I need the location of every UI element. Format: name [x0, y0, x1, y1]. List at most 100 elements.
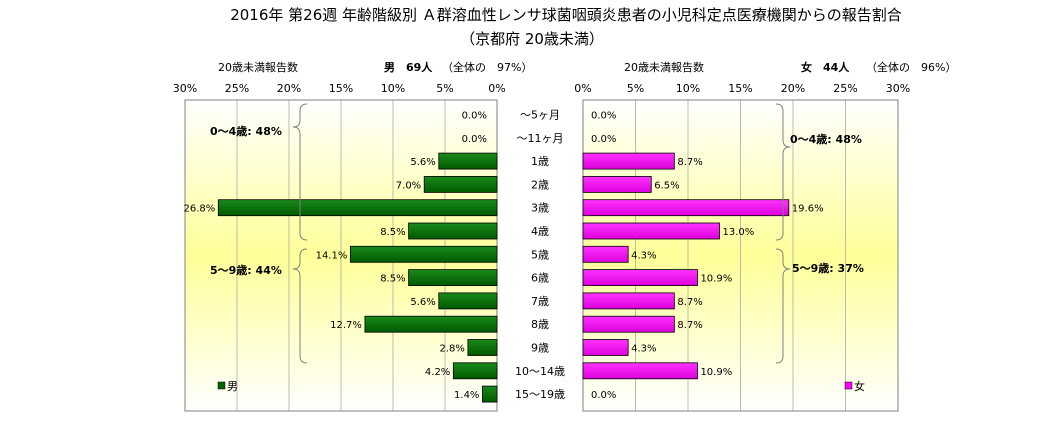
male-bar [452, 362, 498, 380]
male-bar [423, 175, 498, 193]
female-tick-label: 0% [574, 82, 591, 95]
male-value-labels: 0.0% 0.0% 5.6% 7.0% 26.8% 8.5% 14.1% 8.5% 5.6% 12… [183, 111, 487, 402]
category-label: 2歳 [531, 178, 549, 191]
female-legend-swatch [844, 381, 853, 390]
female-brace-5-9 [775, 248, 791, 364]
female-bars [582, 152, 790, 380]
male-bar [467, 339, 498, 356]
male-group-0-4: 0～4歳: 48% [210, 124, 282, 138]
female-bar [582, 199, 790, 217]
chart-subtitle: （京都府 20歳未満） [460, 30, 604, 48]
male-sex-count: 男 69人 [384, 60, 433, 74]
male-value-label: 4.2% [425, 367, 450, 378]
category-label: 5歳 [531, 248, 549, 261]
female-bar [582, 152, 675, 170]
female-tick-label: 10% [676, 82, 700, 95]
male-bar [438, 152, 498, 170]
male-legend-swatch [217, 381, 226, 390]
category-label: 9歳 [531, 342, 549, 355]
female-value-label: 10.9% [700, 274, 732, 285]
male-value-label: 0.0% [462, 111, 487, 122]
male-value-label: 0.0% [462, 134, 487, 145]
male-bar [217, 199, 498, 217]
male-value-label: 12.7% [330, 320, 362, 331]
category-label: ～5ヶ月 [520, 109, 560, 122]
female-bar [582, 222, 720, 240]
female-value-label: 13.0% [723, 227, 755, 238]
male-bar [408, 269, 498, 287]
female-group-5-9: 5～9歳: 37% [792, 261, 864, 275]
male-brace-5-9 [292, 248, 308, 364]
female-tick-label: 25% [833, 82, 857, 95]
male-tick-label: 25% [225, 82, 249, 95]
male-share: （全体の 97%） [442, 60, 532, 74]
male-value-label: 14.1% [316, 250, 348, 261]
female-value-labels: 0.0% 0.0% 8.7% 6.5% 19.6% 13.0% 4.3% 10.9% 8.7% 8… [591, 111, 824, 402]
male-tick-label: 20% [277, 82, 301, 95]
female-value-label: 8.7% [677, 297, 702, 308]
female-share: （全体の 96%） [866, 60, 956, 74]
male-value-label: 7.0% [396, 180, 421, 191]
male-bar [408, 222, 498, 240]
female-value-label: 4.3% [631, 344, 656, 355]
male-value-label: 8.5% [380, 274, 405, 285]
female-bar [582, 269, 698, 287]
female-bar [582, 175, 652, 193]
category-label: 1歳 [531, 155, 549, 168]
category-label: 15～19歳 [515, 388, 565, 401]
male-value-label: 1.4% [454, 390, 479, 401]
female-bar [582, 362, 698, 380]
female-axis-ticks: 0% 5% 10% 15% 20% 25% 30% [574, 82, 910, 95]
female-tick-label: 30% [886, 82, 910, 95]
male-tick-label: 15% [329, 82, 353, 95]
female-bar [582, 292, 675, 310]
male-bars [217, 152, 498, 403]
female-count-label: 20歳未満報告数 [624, 61, 704, 74]
category-label: 6歳 [531, 272, 549, 285]
female-value-label: 10.9% [700, 367, 732, 378]
female-tick-label: 20% [781, 82, 805, 95]
female-value-label: 8.7% [677, 157, 702, 168]
female-value-label: 4.3% [631, 250, 656, 261]
male-tick-label: 10% [381, 82, 405, 95]
male-brace-0-4 [292, 103, 308, 241]
male-group-5-9: 5～9歳: 44% [210, 263, 282, 277]
male-value-label: 26.8% [183, 204, 215, 215]
male-value-label: 5.6% [410, 157, 435, 168]
male-tick-label: 0% [488, 82, 505, 95]
male-axis-ticks: 0% 5% 10% 15% 20% 25% 30% [173, 82, 506, 95]
male-count-label: 20歳未満報告数 [218, 61, 298, 74]
female-value-label: 6.5% [654, 180, 679, 191]
female-value-label: 0.0% [591, 134, 616, 145]
female-value-label: 0.0% [591, 390, 616, 401]
male-bar [364, 315, 498, 333]
male-legend-label: 男 [227, 380, 238, 393]
female-value-label: 19.6% [792, 204, 824, 215]
male-value-label: 2.8% [439, 344, 464, 355]
female-value-label: 8.7% [677, 320, 702, 331]
male-tick-label: 30% [173, 82, 197, 95]
category-label: 4歳 [531, 225, 549, 238]
male-tick-label: 5% [436, 82, 453, 95]
chart-title: 2016年 第26週 年齢階級別 Ａ群溶血性レンサ球菌咽頭炎患者の小児科定点医療… [230, 6, 902, 24]
female-bar [582, 245, 629, 263]
category-label: 3歳 [531, 202, 549, 215]
male-value-label: 8.5% [380, 227, 405, 238]
female-sex-count: 女 44人 [801, 60, 850, 74]
male-value-label: 5.6% [410, 297, 435, 308]
age-category-labels: ～5ヶ月 ～11ヶ月 1歳 2歳 3歳 4歳 5歳 6歳 7歳 8歳 9歳 10～14歳 15～19歳 [515, 109, 565, 402]
female-bar [582, 315, 675, 333]
female-gridlines [635, 100, 846, 411]
female-brace-0-4 [775, 103, 791, 241]
category-label: ～11ヶ月 [517, 132, 564, 145]
female-tick-label: 5% [627, 82, 644, 95]
male-bar [349, 245, 498, 263]
male-bar [438, 292, 498, 310]
female-legend-label: 女 [854, 379, 865, 393]
female-group-0-4: 0～4歳: 48% [790, 132, 862, 146]
female-bar [582, 339, 629, 356]
category-label: 8歳 [531, 318, 549, 331]
male-bar [482, 385, 498, 403]
category-label: 7歳 [531, 295, 549, 308]
